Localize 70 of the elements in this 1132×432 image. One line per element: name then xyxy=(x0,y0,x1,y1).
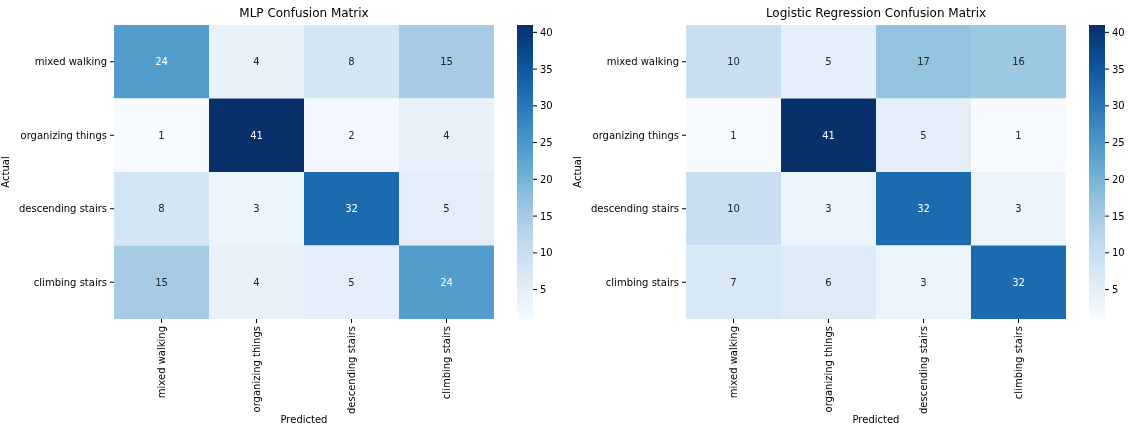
y-tick-label: organizing things xyxy=(20,129,107,141)
data-label: 5 xyxy=(443,203,450,215)
color-bar-label: 5 xyxy=(540,284,547,296)
data-label: 41 xyxy=(822,129,835,141)
color-bar-label: 40 xyxy=(1112,26,1125,38)
y-tick-label: organizing things xyxy=(592,129,679,141)
color-bar-label: 15 xyxy=(1112,210,1125,222)
y-tick-label: mixed walking xyxy=(34,56,107,68)
data-label: 8 xyxy=(348,56,355,68)
color-bar-label: 20 xyxy=(540,173,553,185)
x-axis-title: Predicted xyxy=(280,414,328,425)
chart-title: MLP Confusion Matrix xyxy=(239,6,369,20)
x-axis-title: Predicted xyxy=(852,414,900,425)
x-tick-label: descending stairs xyxy=(346,326,357,415)
data-label: 32 xyxy=(917,203,930,215)
x-tick-label: climbing stairs xyxy=(441,326,452,400)
data-label: 10 xyxy=(727,56,740,68)
data-label: 15 xyxy=(440,56,453,68)
color-bar-label: 5 xyxy=(1112,284,1119,296)
y-tick-label: descending stairs xyxy=(590,203,679,215)
x-tick-label: organizing things xyxy=(251,326,262,413)
data-label: 16 xyxy=(1012,56,1025,68)
data-label: 3 xyxy=(825,203,832,215)
color-bar-label: 15 xyxy=(540,210,553,222)
color-bar-label: 30 xyxy=(540,100,553,112)
y-tick-label: climbing stairs xyxy=(605,276,679,288)
x-tick-label: mixed walking xyxy=(156,326,167,399)
x-tick-label: climbing stairs xyxy=(1013,326,1024,400)
color-bar-label: 25 xyxy=(1112,137,1125,149)
data-label: 15 xyxy=(155,276,168,288)
data-label: 24 xyxy=(155,56,168,68)
x-tick-label: mixed walking xyxy=(728,326,739,399)
color-bar-label: 30 xyxy=(1112,100,1125,112)
x-tick-label: organizing things xyxy=(823,326,834,413)
data-label: 4 xyxy=(443,129,450,141)
color-bar-label: 40 xyxy=(540,26,553,38)
data-label: 4 xyxy=(253,56,260,68)
data-label: 3 xyxy=(920,276,927,288)
data-label: 8 xyxy=(158,203,165,215)
color-bar-label: 35 xyxy=(1112,63,1125,75)
chart-title: Logistic Regression Confusion Matrix xyxy=(765,6,987,20)
color-bar-label: 10 xyxy=(1112,247,1125,259)
data-label: 5 xyxy=(920,129,927,141)
data-label: 5 xyxy=(348,276,355,288)
data-label: 6 xyxy=(825,276,832,288)
data-label: 3 xyxy=(253,203,260,215)
x-tick-label: descending stairs xyxy=(918,326,929,415)
color-bar-label: 35 xyxy=(540,63,553,75)
y-tick-label: mixed walking xyxy=(606,56,679,68)
data-label: 4 xyxy=(253,276,260,288)
data-label: 32 xyxy=(345,203,358,215)
data-label: 1 xyxy=(1015,129,1022,141)
color-bar-label: 20 xyxy=(1112,173,1125,185)
y-axis-title: Actual xyxy=(572,156,583,188)
data-label: 24 xyxy=(440,276,453,288)
data-label: 5 xyxy=(825,56,832,68)
color-bar-label: 10 xyxy=(540,247,553,259)
data-label: 17 xyxy=(917,56,930,68)
data-label: 7 xyxy=(730,276,737,288)
y-axis-title: Actual xyxy=(0,156,11,188)
data-label: 1 xyxy=(158,129,165,141)
data-label: 3 xyxy=(1015,203,1022,215)
data-label: 10 xyxy=(727,203,740,215)
data-label: 1 xyxy=(730,129,737,141)
data-label: 41 xyxy=(250,129,263,141)
data-label: 2 xyxy=(348,129,355,141)
y-tick-label: climbing stairs xyxy=(33,276,107,288)
data-label: 32 xyxy=(1012,276,1025,288)
y-tick-label: descending stairs xyxy=(18,203,107,215)
color-bar-label: 25 xyxy=(540,137,553,149)
